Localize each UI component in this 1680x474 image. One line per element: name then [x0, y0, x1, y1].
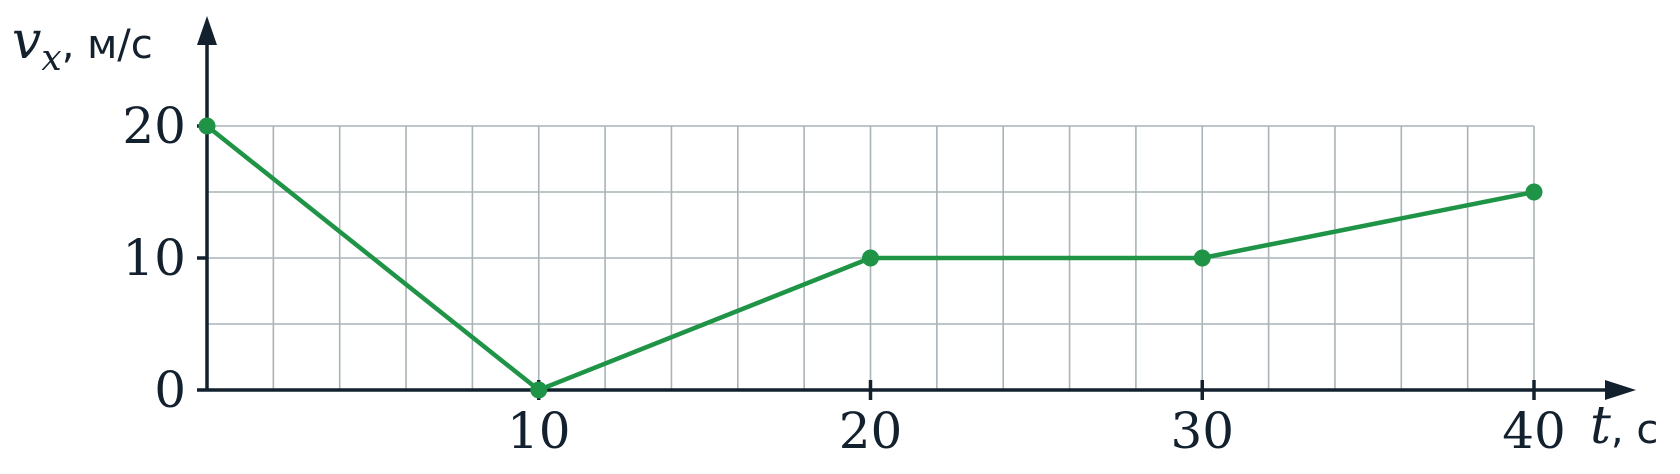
y-axis-arrow-icon: [197, 16, 217, 45]
y-axis-subscript: x: [41, 38, 61, 79]
ticks: 10 20 30 40 0 10 20: [122, 97, 1565, 460]
axis-labels: vx, м/с t, с: [12, 11, 1658, 456]
y-axis-variable: v: [12, 11, 41, 71]
x-axis-label: t, с: [1590, 396, 1658, 456]
data-point: [862, 249, 879, 267]
y-axis-label: vx, м/с: [12, 11, 153, 79]
x-axis-unit: , с: [1611, 407, 1658, 453]
x-tick-label: 30: [1170, 402, 1234, 460]
x-axis-variable: t: [1590, 396, 1611, 456]
x-tick-label: 20: [839, 402, 903, 460]
y-tick-label: 0: [154, 361, 186, 419]
y-tick-label: 10: [122, 229, 186, 287]
x-axis-arrow-icon: [1605, 380, 1636, 400]
series: [198, 117, 1543, 399]
axes: [197, 16, 1636, 400]
data-point: [1193, 249, 1211, 267]
data-point: [530, 381, 548, 399]
y-axis-unit: , м/с: [62, 22, 153, 68]
data-point: [1525, 183, 1543, 201]
data-point: [198, 117, 216, 135]
x-tick-label: 40: [1502, 402, 1566, 460]
y-tick-label: 20: [122, 97, 186, 155]
x-tick-label: 10: [507, 402, 571, 460]
